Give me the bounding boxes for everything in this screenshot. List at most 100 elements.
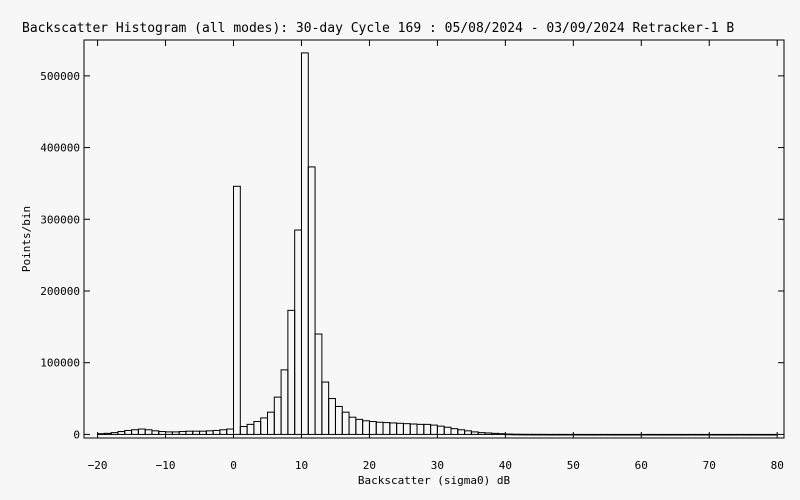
histogram-bar [749,433,758,436]
histogram-bar [647,433,656,436]
histogram-bar [654,433,663,436]
y-tick-label: 200000 [40,285,80,298]
histogram-bar [260,417,269,435]
histogram-bar [307,166,316,435]
histogram-bar [110,432,119,435]
histogram-bar [688,433,697,436]
histogram-bar [239,426,248,435]
histogram-bar [151,430,160,435]
histogram-bar [756,433,765,436]
histogram-bar [97,433,105,435]
histogram-bar [504,433,513,436]
x-tick-label: 30 [431,459,444,472]
histogram-bar [552,433,561,436]
x-tick-label: 80 [771,459,784,472]
histogram-bar [226,428,235,435]
histogram-bar [328,398,336,435]
x-tick-label: 0 [230,459,237,472]
histogram-bar [708,433,717,436]
histogram-bar [715,433,724,436]
histogram-bar [470,431,479,435]
histogram-bar [402,423,411,435]
x-tick-label: 40 [499,459,512,472]
x-tick-label: 60 [635,459,648,472]
x-tick-label: 50 [567,459,580,472]
histogram-bar [199,430,207,435]
histogram-bar [396,422,404,435]
histogram-bar [409,423,418,435]
histogram-bar [294,229,302,435]
histogram-bar [443,426,452,435]
histogram-bar [532,433,540,436]
x-tick-label: −10 [156,459,176,472]
histogram-bar [300,52,309,435]
histogram-bar [267,411,275,435]
histogram-bar [178,431,187,435]
histogram-bar [124,429,133,435]
histogram-bar [273,396,282,435]
chart-title: Backscatter Histogram (all modes): 30-da… [22,21,734,36]
histogram-bar [457,429,466,435]
x-tick-label: 20 [363,459,376,472]
histogram-bar [362,420,370,435]
histogram-bar [593,433,602,436]
y-tick-label: 500000 [40,70,80,83]
x-axis-label: Backscatter (sigma0) dB [358,474,511,487]
histogram-bar [491,432,500,435]
histogram-bar [735,433,744,436]
histogram-bar [219,429,228,435]
histogram-bar [192,430,201,435]
histogram-bar [382,422,391,435]
y-tick-label: 0 [73,428,80,441]
histogram-bar [185,430,194,435]
histogram-bar [280,369,289,435]
histogram-bar [416,423,425,435]
histogram-bar [355,418,364,435]
histogram-bar [233,185,241,435]
histogram-bar [579,433,588,436]
histogram-bar [769,433,778,436]
histogram-bar [742,433,751,436]
histogram-bar [423,423,432,435]
histogram-bar [368,421,377,435]
histogram-bar [144,429,153,435]
histogram-bar [627,433,635,436]
histogram-bar [729,433,737,436]
histogram-bar [613,433,622,436]
histogram-bar [661,433,669,436]
histogram-bar [640,433,649,436]
histogram-bar [212,429,221,435]
histogram-bar [525,433,534,436]
histogram-bar [477,432,486,435]
histogram-bar [171,431,180,435]
histogram-bar [464,430,472,435]
histogram-bar [137,428,146,435]
y-tick-label: 100000 [40,357,80,370]
histogram-bar [620,433,629,436]
histogram-bar [484,432,493,435]
y-tick-label: 400000 [40,142,80,155]
x-tick-label: −20 [88,459,108,472]
histogram-bar [375,421,384,435]
histogram-bar [511,433,520,436]
histogram-bar [436,425,445,435]
histogram-bar [389,422,398,435]
histogram-bar [538,433,547,436]
histogram-bar [103,432,112,435]
y-axis-ticks: 0 100000 200000 300000 400000 500000 [40,70,784,441]
histogram-bar [600,433,608,436]
histogram-bar [566,433,574,436]
histogram-bar [763,433,771,436]
histogram-bar [674,433,683,436]
histogram-bar [559,433,568,436]
x-tick-label: 10 [295,459,308,472]
histogram-bar [131,429,139,435]
histogram-bar [321,381,330,435]
histogram-bar [722,433,731,436]
histogram-bar [205,430,214,435]
histogram-bar [633,433,642,436]
histogram-bar [498,433,506,435]
histogram-bar [701,433,710,436]
histogram-bar [695,433,703,436]
